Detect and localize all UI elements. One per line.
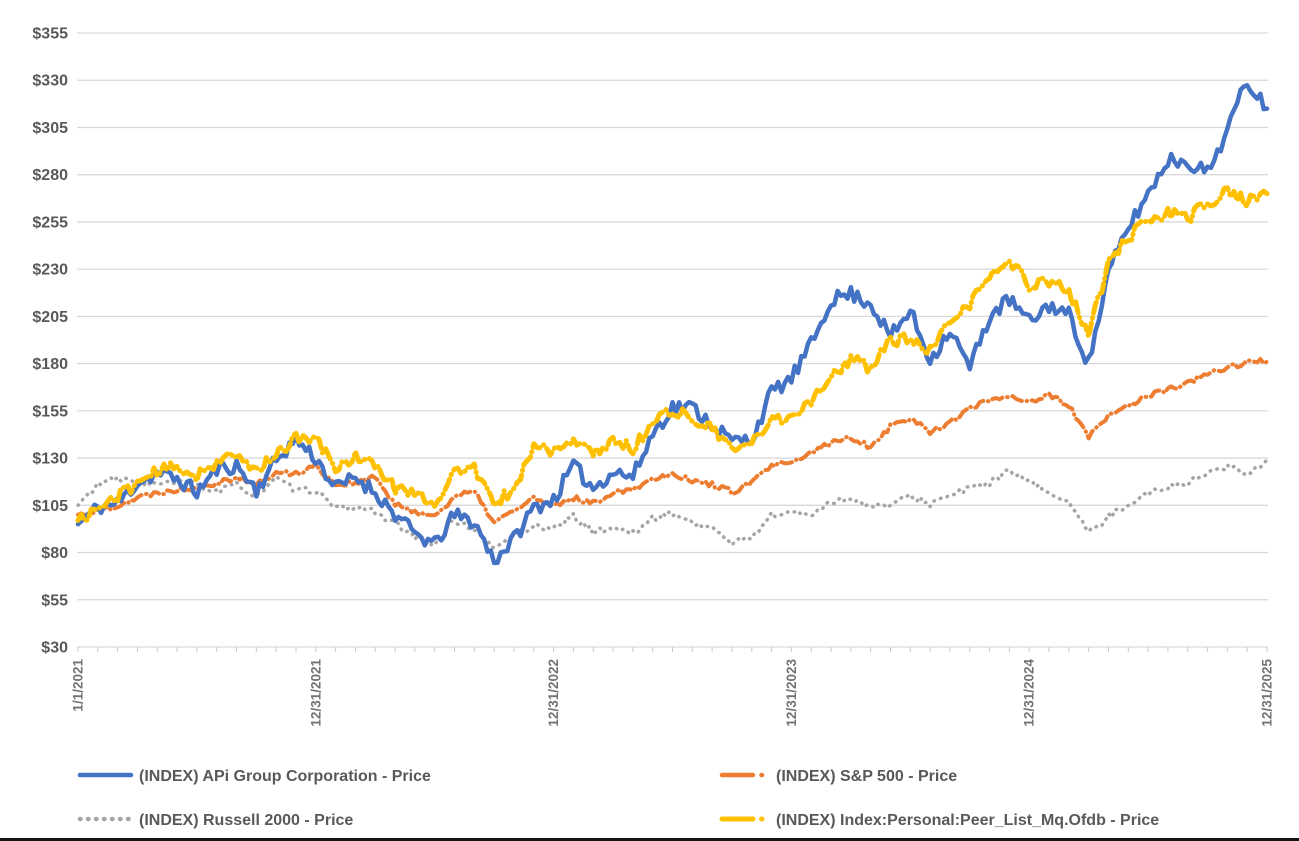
series-line-2 bbox=[76, 458, 1269, 550]
gridlines bbox=[77, 32, 1268, 648]
chart-legend: (INDEX) APi Group Corporation - Price (I… bbox=[77, 768, 1159, 829]
y-axis-label: $255 bbox=[32, 214, 68, 231]
y-axis-label: $280 bbox=[32, 167, 68, 184]
x-axis-label: 1/1/2021 bbox=[71, 659, 86, 712]
x-axis-ticks bbox=[77, 647, 1268, 652]
y-axis-label: $330 bbox=[32, 73, 68, 90]
x-axis-label: 12/31/2025 bbox=[1260, 659, 1275, 727]
legend-label-russell-2000: (INDEX) Russell 2000 - Price bbox=[139, 812, 353, 829]
legend-label-api-group: (INDEX) APi Group Corporation - Price bbox=[139, 768, 431, 785]
y-axis-label: $230 bbox=[32, 262, 68, 279]
x-axis-labels: 1/1/2021 12/31/2021 12/31/2022 12/31/2023 12… bbox=[71, 659, 1275, 727]
y-axis-label: $205 bbox=[32, 309, 68, 326]
y-axis-label: $355 bbox=[32, 26, 68, 43]
x-axis-label: 12/31/2024 bbox=[1022, 659, 1037, 727]
y-axis-label: $130 bbox=[32, 451, 68, 468]
x-axis-label: 12/31/2022 bbox=[546, 659, 561, 727]
series-lines bbox=[75, 83, 1270, 566]
y-axis-label: $30 bbox=[41, 640, 68, 657]
window-bottom-edge bbox=[0, 838, 1299, 841]
legend-label-sp500: (INDEX) S&P 500 - Price bbox=[776, 768, 957, 785]
x-axis-label: 12/31/2021 bbox=[308, 659, 323, 727]
y-axis-label: $55 bbox=[41, 592, 68, 609]
y-axis-label: $305 bbox=[32, 120, 68, 137]
series-line-3 bbox=[75, 185, 1270, 524]
y-axis-label: $155 bbox=[32, 403, 68, 420]
y-axis-label: $105 bbox=[32, 498, 68, 515]
x-axis-label: 12/31/2023 bbox=[784, 659, 799, 727]
legend-label-peer-list: (INDEX) Index:Personal:Peer_List_Mq.Ofdb… bbox=[776, 812, 1159, 829]
y-axis-labels: $355 $330 $305 $280 $255 $230 $205 $180 $155 $130… bbox=[32, 26, 68, 657]
y-axis-label: $180 bbox=[32, 356, 68, 373]
series-line-1 bbox=[76, 357, 1269, 525]
series-line-0 bbox=[75, 83, 1270, 566]
y-axis-label: $80 bbox=[41, 545, 68, 562]
